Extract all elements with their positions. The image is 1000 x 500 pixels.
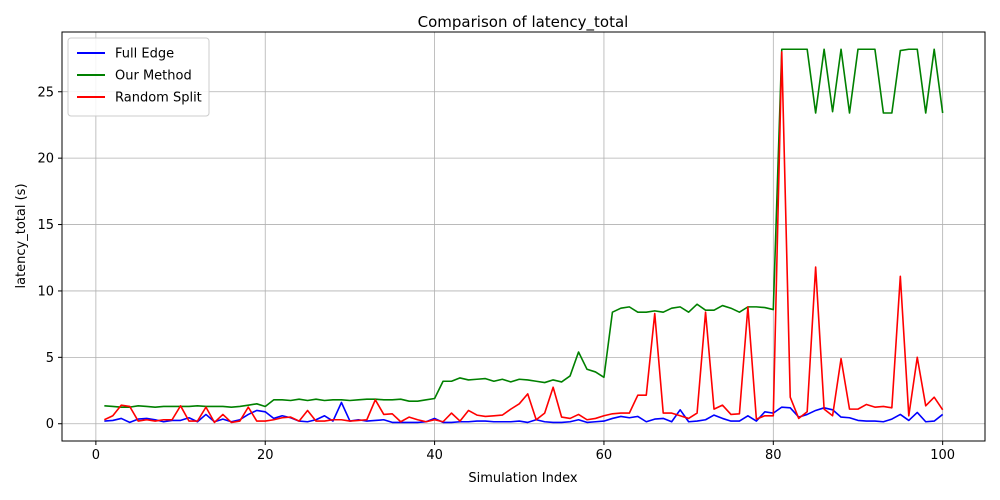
chart-title: Comparison of latency_total bbox=[418, 13, 629, 32]
y-tick-label: 5 bbox=[46, 351, 54, 366]
x-tick-label: 100 bbox=[930, 448, 955, 463]
legend-label-random-split: Random Split bbox=[115, 91, 202, 106]
x-axis-title: Simulation Index bbox=[468, 471, 577, 486]
y-tick-label: 15 bbox=[37, 218, 54, 233]
y-tick-label: 25 bbox=[37, 85, 54, 100]
legend-label-our-method: Our Method bbox=[115, 69, 192, 84]
y-axis-title: latency_total (s) bbox=[14, 183, 29, 288]
series-lines bbox=[103, 48, 944, 424]
x-tick-label: 40 bbox=[426, 448, 443, 463]
y-tick-label: 10 bbox=[37, 284, 54, 299]
plot-frame bbox=[61, 31, 986, 442]
series-line-our-method bbox=[104, 48, 944, 408]
x-tick-label: 0 bbox=[92, 448, 100, 463]
y-tick-label: 0 bbox=[46, 417, 54, 432]
legend: Full Edge Our Method Random Split bbox=[67, 37, 210, 117]
series-line-random-split bbox=[103, 51, 944, 424]
x-tick-label: 20 bbox=[257, 448, 274, 463]
y-tick-label: 20 bbox=[37, 152, 54, 167]
x-tick-label: 80 bbox=[765, 448, 782, 463]
legend-label-full-edge: Full Edge bbox=[115, 47, 174, 62]
grid bbox=[62, 32, 985, 441]
x-tick-label: 60 bbox=[596, 448, 613, 463]
axis-ticks: 0 20 40 60 80 100 0 5 10 15 20 25 bbox=[37, 85, 955, 463]
